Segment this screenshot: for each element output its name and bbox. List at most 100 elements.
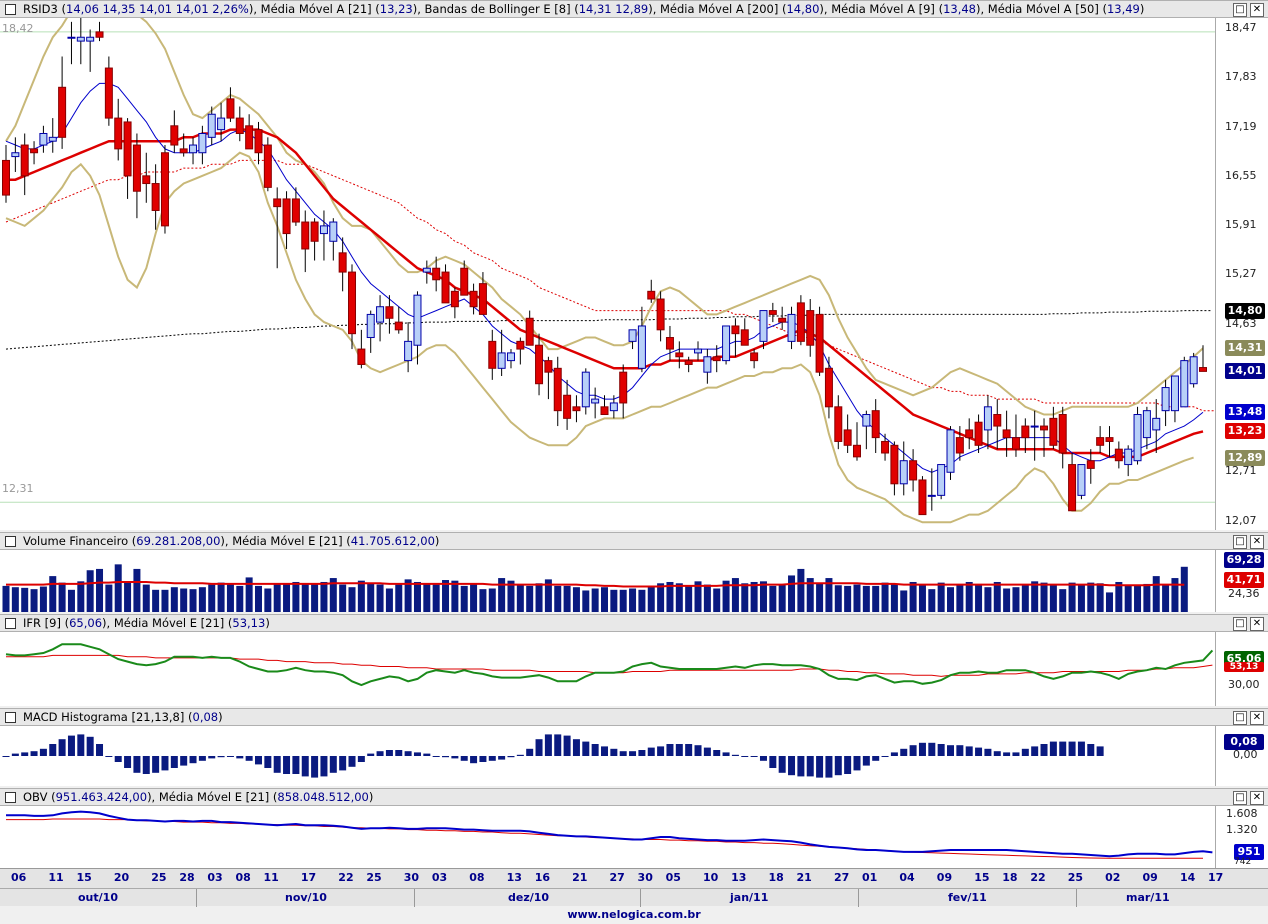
ifr-chart[interactable]: 65,06 53,13 30,00 (0, 632, 1268, 706)
macd-bar (376, 751, 384, 756)
macd-bar (965, 746, 973, 756)
close-button[interactable]: ✕ (1250, 711, 1264, 725)
volume-bar (928, 589, 936, 612)
candle-body (656, 298, 665, 331)
volume-bar (58, 582, 66, 612)
volume-bar (900, 590, 908, 612)
candle-body (1199, 367, 1207, 372)
price-chart[interactable]: 18,42 12,31 18,47 17,83 17,19 16,55 15,91 15,… (0, 18, 1268, 530)
candle-body (1030, 425, 1039, 428)
date-tick: 10 (703, 871, 719, 884)
date-tick: 27 (833, 871, 850, 884)
candle-body (684, 360, 693, 365)
close-button[interactable]: ✕ (1250, 3, 1264, 17)
candle-body (338, 252, 347, 273)
close-button[interactable]: ✕ (1250, 535, 1264, 549)
candle-body (357, 348, 366, 365)
macd-bar (395, 750, 403, 756)
ifr-ema-tag: 53,13 (1224, 662, 1264, 672)
panel-checkbox[interactable] (5, 4, 16, 15)
close-button[interactable]: ✕ (1250, 791, 1264, 805)
date-tick: 16 (534, 871, 550, 884)
date-tick: 25 (366, 871, 382, 884)
volume-bar (1087, 582, 1095, 612)
panel-checkbox[interactable] (5, 792, 16, 803)
price-tick: 12,71 (1225, 464, 1257, 478)
volume-bar (778, 584, 786, 612)
candle-body (30, 148, 39, 154)
maximize-button[interactable]: □ (1233, 711, 1247, 725)
panel-checkbox[interactable] (5, 536, 16, 547)
candle-body (413, 294, 422, 346)
volume-bar (217, 582, 225, 612)
volume-chart[interactable]: 69,28 41,71 24,36 (0, 550, 1268, 612)
close-button[interactable]: ✕ (1250, 617, 1264, 631)
volume-bar (254, 585, 262, 612)
date-tick: 18 (1002, 871, 1018, 884)
volume-bar (1115, 581, 1123, 612)
volume-bar (21, 587, 29, 612)
obv-line (6, 810, 1213, 858)
volume-bar (1152, 576, 1160, 612)
date-tick: 17 (1208, 871, 1224, 884)
candle-body (535, 344, 544, 385)
macd-bar (984, 748, 992, 756)
volume-bar (535, 583, 543, 612)
panel-checkbox[interactable] (5, 712, 16, 723)
macd-bar (264, 756, 272, 768)
price-value-tag: 14,01 (1225, 363, 1265, 380)
volume-bar (114, 564, 122, 612)
candle-body (348, 271, 357, 335)
macd-bar (1012, 752, 1020, 756)
date-tick: 22 (338, 871, 354, 884)
date-axis-months: out/10 nov/10 dez/10 jan/11 fev/11 mar/11 (0, 888, 1268, 907)
candle-body (983, 406, 992, 431)
volume-bar (442, 580, 450, 612)
volume-bar (245, 577, 253, 612)
volume-bar (769, 585, 777, 612)
macd-bar (741, 756, 749, 757)
maximize-button[interactable]: □ (1233, 535, 1247, 549)
candle-body (619, 371, 628, 404)
volume-bar (750, 581, 758, 612)
candle-body (909, 460, 918, 481)
volume-bar (311, 583, 319, 612)
price-panel-header: RSID3 (14,06 14,35 14,01 14,01 2,26%), M… (0, 0, 1268, 18)
panel-checkbox[interactable] (5, 618, 16, 629)
candle-body (235, 117, 244, 134)
macd-bar (245, 756, 253, 761)
macd-bar (217, 756, 225, 758)
candle-body (39, 132, 48, 146)
macd-bar (413, 752, 421, 756)
candle-body (1040, 425, 1049, 431)
macd-bar (479, 756, 487, 762)
macd-bar (769, 756, 777, 768)
macd-bar (507, 756, 515, 758)
candle-body (198, 132, 207, 154)
volume-bar (872, 585, 880, 612)
candle-body (740, 329, 749, 346)
obv-chart[interactable]: 1.608 1.320 951 742 (0, 806, 1268, 868)
month-tick: nov/10 (285, 891, 327, 904)
footer-link[interactable]: www.nelogica.com.br (567, 908, 701, 921)
volume-bar (947, 587, 955, 612)
candle-body (226, 98, 235, 119)
macd-axis: 0,08 0,00 (1215, 726, 1268, 786)
maximize-button[interactable]: □ (1233, 3, 1247, 17)
maximize-button[interactable]: □ (1233, 791, 1247, 805)
maximize-button[interactable]: □ (1233, 617, 1247, 631)
macd-tick: 0,00 (1233, 748, 1258, 761)
macd-bar (722, 752, 730, 756)
candle-body (67, 36, 76, 39)
macd-bar (993, 751, 1001, 756)
candle-body (675, 352, 684, 358)
candle-body (1152, 417, 1161, 431)
volume-bar (713, 588, 721, 612)
macd-bar (750, 756, 758, 757)
macd-chart[interactable]: 0,08 0,00 (0, 726, 1268, 786)
volume-bar (572, 587, 580, 612)
date-tick: 27 (609, 871, 625, 884)
macd-bar (348, 756, 356, 767)
volume-bar (862, 585, 870, 612)
volume-bar (39, 586, 47, 612)
